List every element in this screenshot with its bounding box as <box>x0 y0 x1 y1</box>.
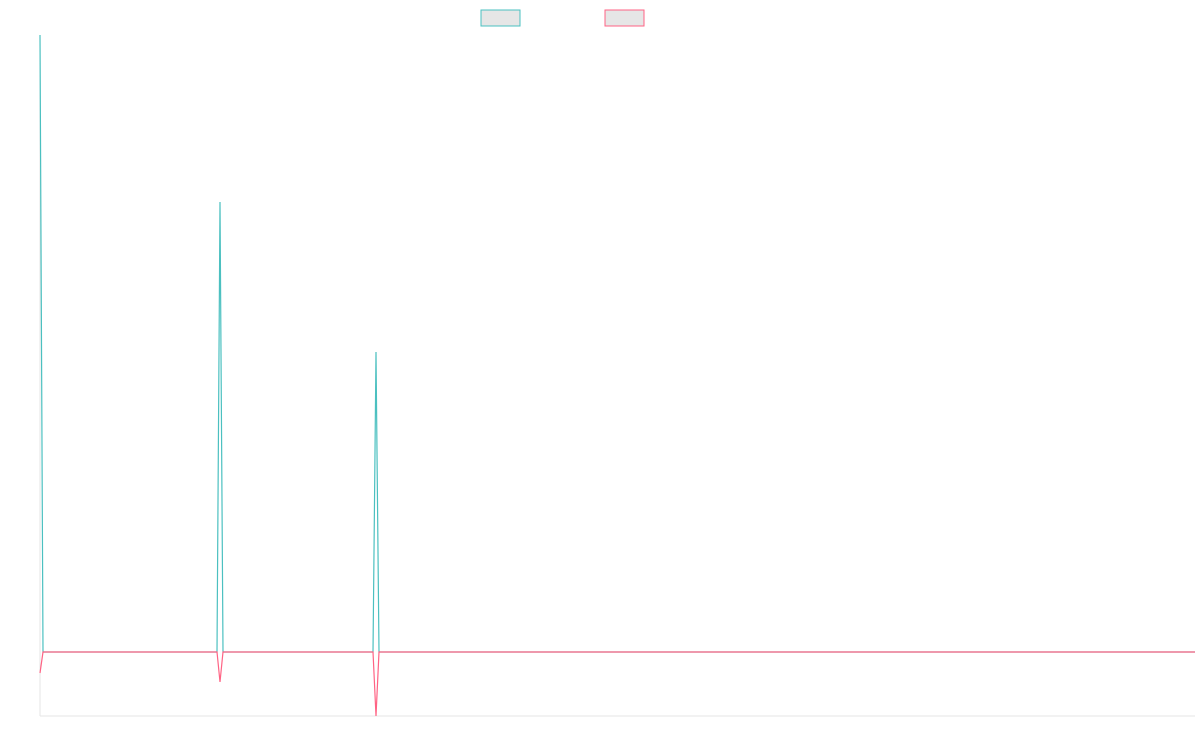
line-series <box>39 651 1195 717</box>
legend-swatch[interactable] <box>604 9 645 27</box>
legend-swatch[interactable] <box>480 9 521 27</box>
line-series <box>39 34 1195 653</box>
